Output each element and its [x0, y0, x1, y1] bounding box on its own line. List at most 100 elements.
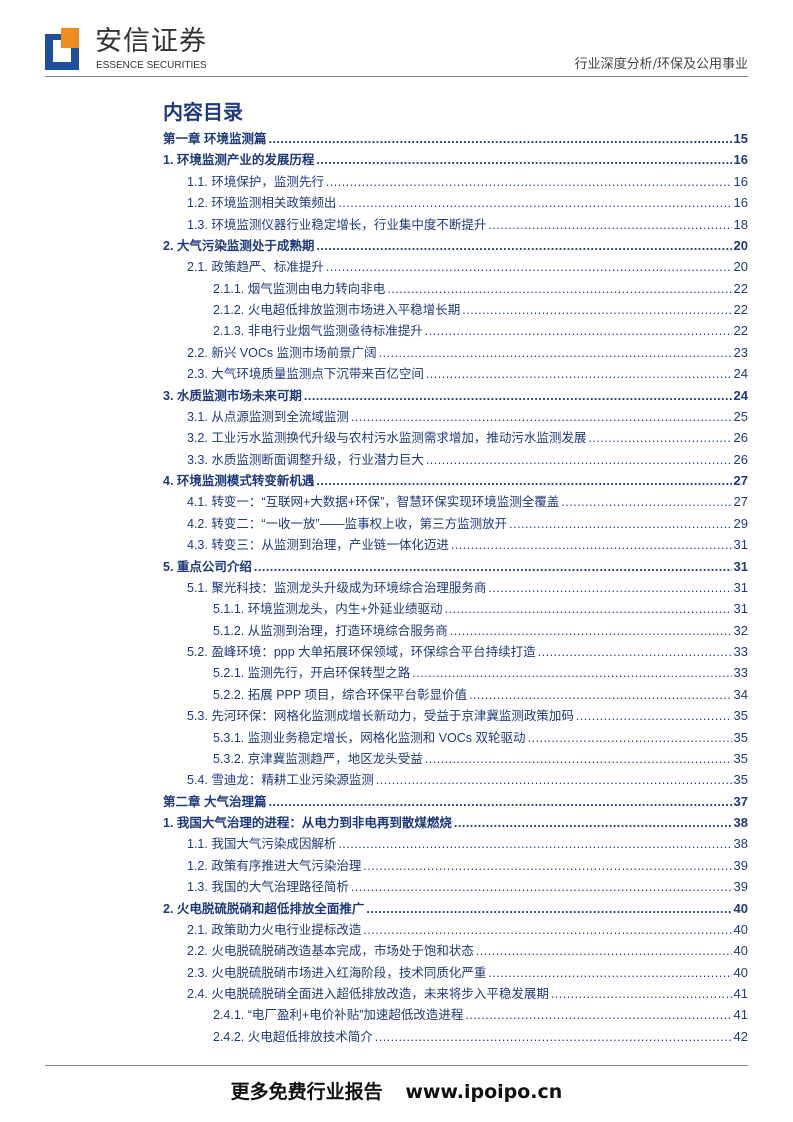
toc-entry[interactable]: 1.3. 环境监测仪器行业稳定增长，行业集中度不断提升 18 — [163, 214, 748, 235]
toc-leader-dots — [316, 236, 731, 256]
toc-entry-label: 2.2. 火电脱硫脱硝改造基本完成，市场处于饱和状态 — [187, 944, 474, 959]
toc-page-number: 16 — [733, 152, 748, 168]
toc-entry[interactable]: 2.1.2. 火电超低排放监测市场进入平稳增长期 22 — [163, 299, 748, 320]
toc-entry[interactable]: 5.3.1. 监测业务稳定增长，网格化监测和 VOCs 双轮驱动 35 — [163, 727, 748, 748]
toc-leader-dots — [509, 514, 731, 534]
toc-entry[interactable]: 5.4. 雪迪龙：精耕工业污染源监测 35 — [163, 769, 748, 790]
toc-entry[interactable]: 1.2. 环境监测相关政策频出 16 — [163, 192, 748, 213]
toc-entry-label: 2. 大气污染监测处于成熟期 — [163, 238, 315, 253]
toc-page-number: 38 — [733, 815, 748, 830]
toc-leader-dots — [412, 663, 731, 683]
toc-entry[interactable]: 4.3. 转变三：从监测到治理，产业链一体化迈进 31 — [163, 534, 748, 555]
toc-leader-dots — [387, 279, 731, 299]
toc-leader-dots — [316, 150, 731, 170]
toc-entry[interactable]: 3.2. 工业污水监测换代升级与农村污水监测需求增加，推动污水监测发展 26 — [163, 427, 748, 448]
toc-entry-label: 5.2.2. 拓展 PPP 项目，综合环保平台彰显价值 — [213, 687, 467, 702]
toc-page-number: 26 — [733, 430, 748, 446]
toc-leader-dots — [488, 215, 731, 235]
toc-entry-label: 2.1.3. 非电行业烟气监测亟待标准提升 — [213, 324, 423, 339]
footer-link[interactable]: www.ipoipo.cn — [405, 1081, 563, 1103]
toc-entry[interactable]: 2.1. 政策助力火电行业提标改造 40 — [163, 919, 748, 940]
toc-leader-dots — [363, 920, 731, 940]
toc-entry-label: 1.2. 政策有序推进大气污染治理 — [187, 858, 362, 873]
toc-page-number: 27 — [733, 494, 748, 510]
toc-page-number: 35 — [733, 708, 748, 724]
toc-leader-dots — [376, 770, 732, 790]
toc-entry[interactable]: 1.3. 我国的大气治理路径简析 39 — [163, 876, 748, 897]
toc-page-number: 35 — [733, 729, 748, 745]
toc-entry[interactable]: 3. 水质监测市场未来可期 24 — [163, 385, 748, 406]
toc-entry[interactable]: 2.1.3. 非电行业烟气监测亟待标准提升 22 — [163, 320, 748, 341]
toc-entry[interactable]: 2.4. 火电脱硫脱硝全面进入超低排放改造，未来将步入平稳发展期 41 — [163, 983, 748, 1004]
toc-page-number: 40 — [733, 921, 748, 937]
toc-entry[interactable]: 1. 环境监测产业的发展历程 16 — [163, 149, 748, 170]
toc-entry[interactable]: 5.2. 盈峰环境：ppp 大单拓展环保领域，环保综合平台持续打造 33 — [163, 641, 748, 662]
toc-entry[interactable]: 2. 火电脱硫脱硝和超低排放全面推广 40 — [163, 898, 748, 919]
toc-entry[interactable]: 2.2. 火电脱硫脱硝改造基本完成，市场处于饱和状态 40 — [163, 940, 748, 961]
toc-entry-label: 5.3.2. 京津冀监测趋严，地区龙头受益 — [213, 751, 423, 766]
toc-leader-dots — [326, 172, 732, 192]
toc-entry[interactable]: 2.2. 新兴 VOCs 监测市场前景广阔 23 — [163, 342, 748, 363]
toc-entry[interactable]: 4.1. 转变一：“互联网+大数据+环保”，智慧环保实现环境监测全覆盖 27 — [163, 491, 748, 512]
toc-entry[interactable]: 第二章 大气治理篇 37 — [163, 791, 748, 812]
toc-entry[interactable]: 2.3. 火电脱硫脱硝市场进入红海阶段，技术同质化严重 40 — [163, 962, 748, 983]
toc-entry[interactable]: 1.1. 我国大气污染成因解析 38 — [163, 833, 748, 854]
toc-leader-dots — [450, 621, 732, 641]
toc-entry[interactable]: 5.3.2. 京津冀监测趋严，地区龙头受益 35 — [163, 748, 748, 769]
toc-entry[interactable]: 5. 重点公司介绍 31 — [163, 556, 748, 577]
toc-leader-dots — [379, 343, 732, 363]
footer-divider — [45, 1065, 748, 1066]
toc-entry-label: 5.1.2. 从监测到治理，打造环境综合服务商 — [213, 623, 448, 638]
toc-leader-dots — [488, 963, 731, 983]
toc-page-number: 35 — [733, 750, 748, 766]
toc-entry[interactable]: 4. 环境监测模式转变新机遇 27 — [163, 470, 748, 491]
toc-entry[interactable]: 1.1. 环境保护，监测先行 16 — [163, 171, 748, 192]
toc-entry[interactable]: 2. 大气污染监测处于成熟期 20 — [163, 235, 748, 256]
toc-leader-dots — [528, 728, 732, 748]
toc-title: 内容目录 — [163, 100, 243, 124]
toc-entry[interactable]: 2.4.2. 火电超低排放技术简介 42 — [163, 1026, 748, 1047]
toc-entry[interactable]: 3.1. 从点源监测到全流域监测 25 — [163, 406, 748, 427]
toc-entry[interactable]: 1. 我国大气治理的进程：从电力到非电再到散煤燃烧 38 — [163, 812, 748, 833]
toc-entry[interactable]: 2.3. 大气环境质量监测点下沉带来百亿空间 24 — [163, 363, 748, 384]
toc-page-number: 24 — [733, 366, 748, 382]
toc-entry[interactable]: 5.3. 先河环保：网格化监测成增长新动力，受益于京津冀监测政策加码 35 — [163, 705, 748, 726]
toc-page-number: 32 — [733, 622, 748, 638]
toc-leader-dots — [538, 642, 732, 662]
toc-entry[interactable]: 5.1. 聚光科技：监测龙头升级成为环境综合治理服务商 31 — [163, 577, 748, 598]
toc-entry[interactable]: 4.2. 转变二：“一收一放”——监事权上收，第三方监测放开 29 — [163, 513, 748, 534]
toc-entry-label: 5.3. 先河环保：网格化监测成增长新动力，受益于京津冀监测政策加码 — [187, 709, 574, 724]
toc-entry-label: 2.4.1. “电厂盈利+电价补贴”加速超低改造进程 — [213, 1008, 464, 1023]
toc-entry[interactable]: 1.2. 政策有序推进大气污染治理 39 — [163, 855, 748, 876]
toc-page-number: 31 — [733, 537, 748, 553]
toc-leader-dots — [469, 685, 732, 705]
toc-leader-dots — [488, 578, 731, 598]
toc-entry[interactable]: 2.1.1. 烟气监测由电力转向非电 22 — [163, 278, 748, 299]
toc-page-number: 40 — [733, 964, 748, 980]
toc-entry[interactable]: 2.1. 政策趋严、标准提升 20 — [163, 256, 748, 277]
toc-leader-dots — [551, 984, 732, 1004]
toc-entry-label: 5.4. 雪迪龙：精耕工业污染源监测 — [187, 773, 374, 788]
toc-entry[interactable]: 5.1.2. 从监测到治理，打造环境综合服务商 32 — [163, 620, 748, 641]
toc-entry[interactable]: 第一章 环境监测篇 15 — [163, 128, 748, 149]
toc-entry-label: 2.2. 新兴 VOCs 监测市场前景广阔 — [187, 345, 377, 360]
toc-entry-label: 4.2. 转变二：“一收一放”——监事权上收，第三方监测放开 — [187, 516, 508, 531]
toc-entry-label: 3.1. 从点源监测到全流域监测 — [187, 409, 349, 424]
toc-entry-label: 4.1. 转变一：“互联网+大数据+环保”，智慧环保实现环境监测全覆盖 — [187, 495, 560, 510]
toc-page-number: 31 — [733, 579, 748, 595]
toc-entry-label: 4.3. 转变三：从监测到治理，产业链一体化迈进 — [187, 538, 449, 553]
toc-leader-dots — [338, 834, 731, 854]
toc-entry[interactable]: 5.2.1. 监测先行，开启环保转型之路 33 — [163, 662, 748, 683]
toc-entry[interactable]: 3.3. 水质监测断面调整升级，行业潜力巨大 26 — [163, 449, 748, 470]
toc-page-number: 39 — [733, 879, 748, 895]
toc-leader-dots — [351, 407, 732, 427]
toc-entry[interactable]: 2.4.1. “电厂盈利+电价补贴”加速超低改造进程 41 — [163, 1004, 748, 1025]
toc-entry-label: 5.1. 聚光科技：监测龙头升级成为环境综合治理服务商 — [187, 580, 487, 595]
toc-leader-dots — [426, 450, 732, 470]
toc-entry[interactable]: 5.2.2. 拓展 PPP 项目，综合环保平台彰显价值 34 — [163, 684, 748, 705]
toc-entry[interactable]: 5.1.1. 环境监测龙头，内生+外延业绩驱动 31 — [163, 598, 748, 619]
toc-entry-label: 2.3. 火电脱硫脱硝市场进入红海阶段，技术同质化严重 — [187, 965, 487, 980]
toc-leader-dots — [451, 535, 732, 555]
toc-page-number: 40 — [733, 900, 748, 916]
toc-leader-dots — [588, 428, 731, 448]
